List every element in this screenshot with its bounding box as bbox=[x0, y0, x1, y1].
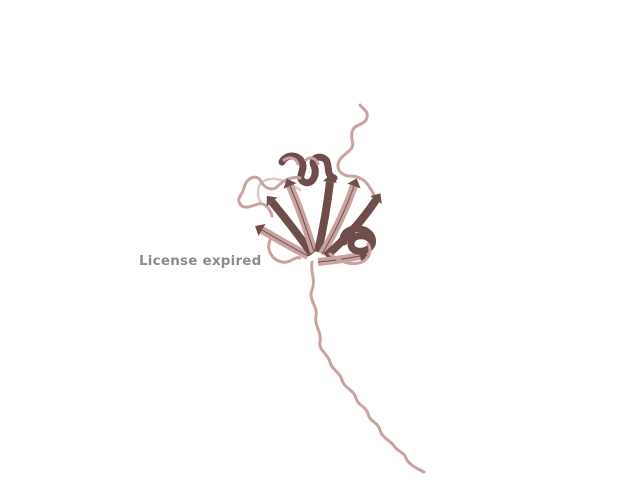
left-loop-1 bbox=[237, 175, 302, 218]
beta-strand-arrow bbox=[370, 193, 382, 204]
beta-strand-edge bbox=[271, 201, 313, 255]
left-loop-3 bbox=[267, 238, 302, 264]
beta-strand-arrow bbox=[323, 174, 337, 183]
helix-top-light bbox=[282, 156, 320, 166]
beta-strand-edge bbox=[261, 229, 309, 257]
c-terminal-tail bbox=[309, 260, 426, 474]
n-terminal-loop bbox=[336, 103, 377, 206]
beta-strand-edge bbox=[289, 185, 315, 253]
helix-right bbox=[339, 225, 376, 255]
bottom-loop bbox=[328, 242, 372, 266]
helix-top bbox=[278, 152, 338, 187]
beta-strand-arrow bbox=[347, 178, 361, 189]
beta-strand-arrow bbox=[283, 178, 297, 189]
beta-strand-arrow bbox=[255, 223, 266, 237]
beta-strand-edge bbox=[321, 185, 355, 255]
beta-strand-arrow bbox=[266, 195, 278, 207]
license-expired-watermark: License expired bbox=[139, 253, 262, 269]
beta-strand-edge bbox=[317, 181, 331, 253]
